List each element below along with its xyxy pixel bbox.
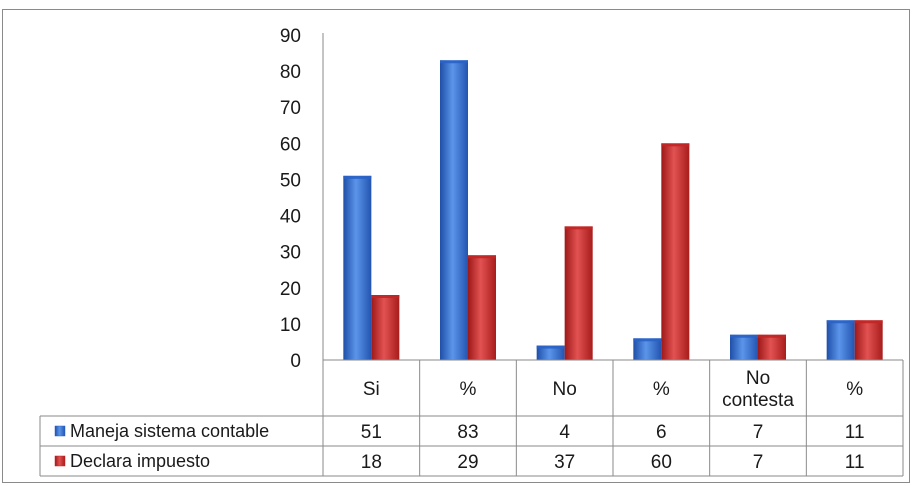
bar [826, 320, 855, 360]
data-label: 4 [559, 422, 570, 443]
category-label: % [846, 379, 863, 400]
bar [536, 345, 565, 360]
data-label: 7 [753, 422, 764, 443]
y-tick-label: 10 [280, 315, 301, 336]
y-tick-label: 60 [280, 134, 301, 155]
bar [440, 60, 468, 361]
category-label: No [746, 368, 770, 389]
data-label: 7 [753, 452, 764, 473]
bar-top [536, 345, 565, 349]
y-tick-label: 70 [280, 98, 301, 119]
y-tick-label: 30 [280, 243, 301, 264]
data-label: 6 [656, 422, 667, 443]
bar [633, 338, 662, 360]
data-label: 11 [845, 422, 865, 443]
axis-layer: 0 10 20 30 40 50 60 70 80 90 [280, 26, 324, 372]
legend-label: Maneja sistema contable [70, 421, 269, 441]
bar-top [440, 60, 468, 64]
data-label: 29 [457, 452, 478, 473]
data-label: 11 [845, 452, 865, 473]
bar-layer [343, 60, 883, 361]
bar [343, 175, 372, 360]
category-label: No [553, 379, 577, 400]
data-label: 60 [651, 452, 672, 473]
category-label: % [653, 379, 670, 400]
data-label: 83 [457, 422, 478, 443]
y-tick-label: 50 [280, 170, 301, 191]
bar-top [343, 175, 372, 179]
bar-top [371, 295, 400, 298]
legend-label: Declara impuesto [70, 451, 210, 471]
y-tick-label: 90 [280, 26, 301, 47]
bar-top [730, 334, 758, 338]
bar [730, 334, 758, 360]
category-label: % [460, 379, 477, 400]
bar-top [661, 143, 690, 147]
data-label: 18 [361, 452, 382, 473]
legend-key [54, 455, 66, 467]
category-label: contesta [722, 390, 794, 411]
bar [371, 295, 400, 360]
bar [468, 255, 496, 360]
bar-top [854, 320, 883, 324]
y-tick-label: 40 [280, 207, 301, 228]
bar [854, 320, 883, 360]
bar [758, 334, 786, 360]
bar-top [758, 334, 786, 338]
bar-top [633, 338, 662, 342]
legend-key [54, 425, 66, 437]
category-label: Si [363, 379, 380, 400]
data-label: 51 [361, 422, 382, 443]
bar-top [468, 255, 496, 259]
y-tick-label: 80 [280, 62, 301, 83]
bar [661, 143, 690, 360]
bar-top [826, 320, 855, 324]
data-label: 37 [554, 452, 575, 473]
bar-top [564, 226, 593, 230]
y-tick-label: 0 [290, 351, 301, 372]
bar [564, 226, 593, 360]
y-tick-label: 20 [280, 279, 301, 300]
